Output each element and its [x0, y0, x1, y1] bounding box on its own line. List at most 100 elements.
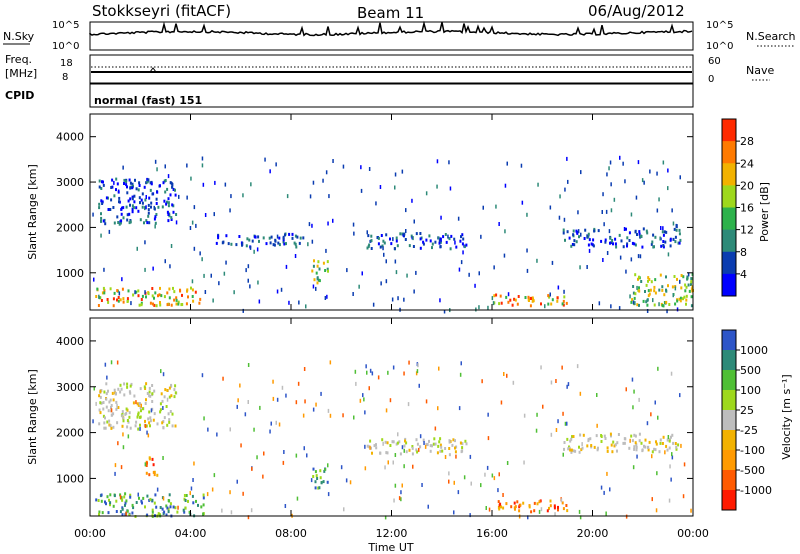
scatter-cell: [511, 303, 514, 307]
scatter-cell: [551, 260, 554, 265]
scatter-cell: [125, 407, 128, 411]
scatter-cell: [669, 464, 671, 469]
scatter-cell: [406, 273, 408, 278]
scatter-cell: [615, 245, 618, 249]
scatter-cell: [637, 254, 640, 259]
scatter-cell: [244, 412, 247, 417]
scatter-cell: [481, 379, 483, 384]
range-tick-label: 2000: [56, 221, 84, 234]
scatter-cell: [361, 271, 363, 276]
scatter-cell: [131, 197, 134, 201]
scatter-cell: [168, 420, 171, 424]
scatter-cell: [391, 297, 394, 302]
scatter-cell: [635, 443, 638, 447]
scatter-cell: [136, 246, 138, 251]
noise-left-tick-bottom: 10^0: [52, 41, 79, 52]
scatter-cell: [92, 212, 94, 217]
scatter-cell: [644, 438, 647, 442]
scatter-cell: [139, 415, 141, 419]
scatter-cell: [647, 276, 650, 280]
scatter-cell: [366, 370, 368, 375]
scatter-cell: [469, 454, 472, 459]
scatter-cell: [678, 232, 681, 236]
scatter-cell: [613, 444, 616, 448]
scatter-cell: [129, 186, 132, 190]
scatter-cell: [191, 295, 194, 298]
scatter-cell: [138, 184, 141, 187]
scatter-cell: [211, 487, 214, 492]
scatter-cell: [286, 194, 289, 199]
time-tick-label: 16:00: [476, 527, 508, 540]
scatter-cell: [281, 385, 284, 390]
scatter-cell: [444, 233, 447, 236]
scatter-cell: [665, 288, 667, 292]
scatter-cell: [269, 429, 271, 434]
scatter-cell: [302, 413, 305, 418]
scatter-cell: [125, 511, 127, 516]
scatter-cell: [641, 178, 644, 183]
scatter-cell: [556, 299, 559, 303]
scatter-cell: [588, 238, 591, 242]
scatter-cell: [612, 242, 614, 246]
scatter-cell: [570, 450, 573, 454]
scatter-cell: [120, 212, 123, 216]
scatter-cell: [296, 235, 299, 239]
scatter-cell: [102, 407, 105, 411]
scatter-cell: [670, 435, 672, 439]
scatter-cell: [600, 239, 603, 243]
scatter-cell: [187, 295, 189, 299]
scatter-cell: [184, 506, 187, 510]
scatter-cell: [670, 477, 672, 482]
scatter-cell: [144, 424, 147, 428]
scatter-cell: [651, 454, 653, 459]
scatter-cell: [370, 234, 373, 238]
scatter-cell: [579, 391, 582, 396]
scatter-cell: [259, 405, 261, 410]
scatter-cell: [326, 480, 329, 484]
scatter-cell: [549, 292, 551, 297]
scatter-cell: [167, 204, 170, 208]
scatter-cell: [509, 298, 512, 302]
scatter-cell: [457, 490, 460, 495]
scatter-cell: [185, 494, 188, 497]
scatter-cell: [459, 239, 462, 243]
scatter-cell: [523, 460, 525, 465]
scatter-cell: [188, 510, 191, 514]
scatter-cell: [318, 486, 321, 490]
scatter-cell: [157, 205, 160, 209]
scatter-cell: [385, 451, 388, 455]
scatter-cell: [474, 283, 476, 288]
scatter-cell: [540, 507, 543, 512]
scatter-cell: [201, 156, 204, 161]
scatter-cell: [303, 367, 306, 371]
scatter-cell: [147, 292, 150, 296]
scatter-cell: [655, 440, 657, 444]
noise-right-tick-top: 10^5: [706, 20, 733, 31]
scatter-cell: [163, 179, 166, 183]
scatter-cell: [175, 302, 178, 306]
scatter-cell: [137, 411, 140, 415]
scatter-cell: [405, 441, 408, 445]
scatter-cell: [122, 165, 124, 170]
scatter-cell: [121, 287, 124, 291]
scatter-cell: [103, 421, 106, 425]
scatter-cell: [119, 390, 122, 394]
scatter-cell: [518, 509, 521, 513]
scatter-cell: [159, 402, 162, 406]
scatter-cell: [663, 230, 666, 234]
scatter-cell: [369, 239, 372, 243]
scatter-cell: [154, 224, 156, 229]
scatter-cell: [660, 244, 663, 248]
scatter-cell: [459, 372, 462, 377]
scatter-cell: [162, 420, 165, 423]
scatter-cell: [448, 479, 450, 484]
scatter-cell: [151, 457, 154, 461]
scatter-cell: [256, 455, 258, 460]
scatter-cell: [98, 422, 101, 426]
scatter-cell: [536, 258, 538, 263]
freq-glitch: [149, 67, 157, 73]
scatter-cell: [131, 204, 134, 208]
range-tick-label: 2000: [56, 427, 84, 440]
scatter-cell: [609, 432, 612, 436]
scatter-cell: [192, 299, 195, 303]
